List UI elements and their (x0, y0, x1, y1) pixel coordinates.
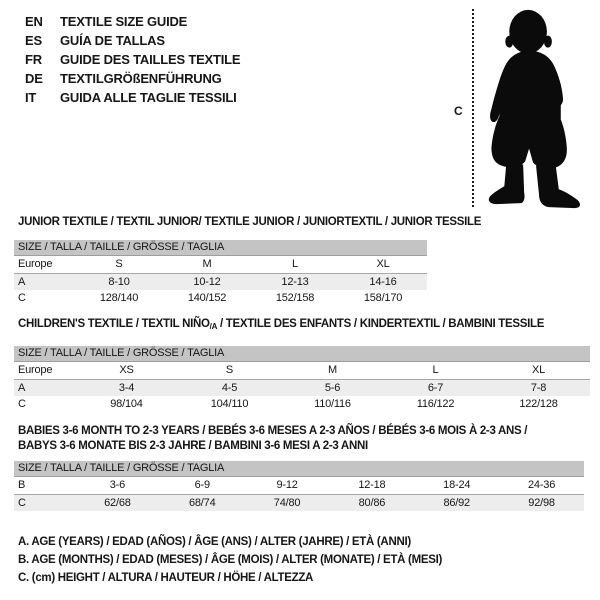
table-row-europe: Europe XS S M L XL (14, 362, 590, 380)
row-label: B (18, 479, 26, 491)
section-heading-junior: JUNIOR TEXTILE / TEXTIL JUNIOR/ TEXTILE … (18, 216, 482, 228)
size-cell: 158/170 (363, 292, 403, 304)
size-cell: XL (531, 364, 546, 376)
size-cell: 152/158 (275, 292, 315, 304)
babies-size-table: SIZE / TALLA / TAILLE / GRÖSSE / TAGLIA … (14, 461, 584, 511)
size-cell: 8-10 (108, 276, 130, 288)
language-row: DE TEXTILGRÖßENFÜHRUNG (25, 69, 240, 88)
language-title: GUIDE DES TAILLES TEXTILE (60, 52, 241, 67)
height-measure-label: C (454, 104, 463, 118)
size-cell: 7-8 (530, 382, 547, 394)
size-cell: 92/98 (528, 497, 555, 509)
heading-subscript: /A (209, 322, 218, 331)
table-row-age-months: B 3-6 6-9 9-12 12-18 18-24 24-36 (14, 477, 584, 495)
size-cell: 10-12 (193, 276, 221, 288)
toddler-silhouette-icon (488, 9, 581, 209)
section-heading-babies-line1: BABIES 3-6 MONTH TO 2-3 YEARS / BEBÉS 3-… (18, 425, 528, 437)
language-title: TEXTILGRÖßENFÜHRUNG (60, 71, 222, 86)
language-title: GUÍA DE TALLAS (60, 33, 165, 48)
size-cell: L (292, 258, 298, 270)
table-row-age: A 3-4 4-5 5-6 6-7 7-8 (14, 380, 590, 396)
language-row: IT GUIDA ALLE TAGLIE TESSILI (25, 88, 240, 107)
row-label: A (18, 276, 26, 288)
size-cell: S (225, 364, 234, 376)
size-cell: 128/140 (99, 292, 139, 304)
size-cell: 5-6 (324, 382, 341, 394)
legend-line-a: A. AGE (YEARS) / EDAD (AÑOS) / ÂGE (ANS)… (18, 536, 411, 548)
size-cell: 3-6 (109, 479, 126, 491)
size-cell: XS (119, 364, 134, 376)
legend-line-c: C. (cm) HEIGHT / ALTURA / HAUTEUR / HÖHE… (18, 572, 314, 584)
section-heading-babies-line2: BABYS 3-6 MONATE BIS 2-3 JAHRE / BAMBINI… (18, 440, 368, 452)
size-cell: 122/128 (519, 398, 558, 410)
size-cell: 140/152 (187, 292, 227, 304)
size-cell: 3-4 (118, 382, 135, 394)
table-header-bar: SIZE / TALLA / TAILLE / GRÖSSE / TAGLIA (14, 461, 584, 477)
language-code: IT (25, 90, 37, 105)
size-cell: 4-5 (221, 382, 238, 394)
row-label: Europe (18, 364, 53, 376)
size-cell: 80/86 (358, 497, 386, 509)
measurement-legend: A. AGE (YEARS) / EDAD (AÑOS) / ÂGE (ANS)… (18, 533, 442, 587)
size-cell: 24-36 (527, 479, 556, 491)
size-cell: 18-24 (443, 479, 471, 491)
row-label: C (18, 292, 26, 304)
size-cell: 110/116 (314, 398, 351, 410)
size-cell: 14-16 (369, 276, 397, 288)
size-cell: M (202, 258, 212, 270)
size-cell: 86/92 (443, 497, 470, 509)
row-label: A (18, 382, 26, 394)
row-label: C (18, 398, 26, 410)
language-row: ES GUÍA DE TALLAS (25, 31, 240, 50)
size-cell: 62/68 (104, 497, 131, 509)
size-cell: 12-18 (358, 479, 386, 491)
language-code: EN (25, 14, 43, 29)
size-cell: 6-9 (194, 479, 211, 491)
size-cell: 74/80 (273, 497, 301, 509)
language-row: EN TEXTILE SIZE GUIDE (25, 12, 240, 31)
table-row-height: C 128/140 140/152 152/158 158/170 (14, 290, 427, 306)
size-cell: 9-12 (276, 479, 298, 491)
language-title: TEXTILE SIZE GUIDE (60, 14, 188, 29)
size-cell: 116/122 (416, 398, 455, 410)
size-cell: 6-7 (427, 382, 444, 394)
language-row: FR GUIDE DES TAILLES TEXTILE (25, 50, 241, 69)
table-header-bar: SIZE / TALLA / TAILLE / GRÖSSE / TAGLIA (14, 240, 427, 256)
size-cell: XL (376, 258, 390, 270)
table-header-bar: SIZE / TALLA / TAILLE / GRÖSSE / TAGLIA (14, 346, 590, 362)
section-heading-children: CHILDREN'S TEXTILE / TEXTIL NIÑO/A / TEX… (18, 318, 544, 331)
row-label: C (18, 497, 26, 509)
legend-line-b: B. AGE (MONTHS) / EDAD (MESES) / ÂGE (MO… (18, 554, 443, 566)
language-code: ES (25, 33, 42, 48)
row-label: Europe (18, 258, 53, 270)
heading-text: / TEXTILE DES ENFANTS / KINDERTEXTIL / B… (217, 318, 545, 330)
size-cell: 98/104 (110, 398, 143, 410)
language-code: DE (25, 71, 43, 86)
table-row-europe: Europe S M L XL (14, 256, 427, 274)
junior-size-table: SIZE / TALLA / TAILLE / GRÖSSE / TAGLIA … (14, 240, 427, 306)
size-cell: 68/74 (188, 497, 216, 509)
language-code: FR (25, 52, 42, 67)
table-row-age: A 8-10 10-12 12-13 14-16 (14, 274, 427, 290)
table-row-height: C 62/68 68/74 74/80 80/86 86/92 92/98 (14, 495, 584, 511)
language-title-block: EN TEXTILE SIZE GUIDE ES GUÍA DE TALLAS … (25, 12, 241, 107)
size-cell: 104/110 (210, 398, 249, 410)
height-dotted-line (472, 9, 474, 207)
size-cell: S (115, 258, 123, 270)
table-row-height: C 98/104 104/110 110/116 116/122 122/128 (14, 396, 590, 412)
language-title: GUIDA ALLE TAGLIE TESSILI (60, 90, 237, 105)
size-cell: M (328, 364, 337, 376)
children-size-table: SIZE / TALLA / TAILLE / GRÖSSE / TAGLIA … (14, 346, 590, 412)
size-cell: L (432, 364, 439, 376)
heading-text: CHILDREN'S TEXTILE / TEXTIL NIÑO (18, 318, 210, 330)
size-cell: 12-13 (281, 276, 309, 288)
